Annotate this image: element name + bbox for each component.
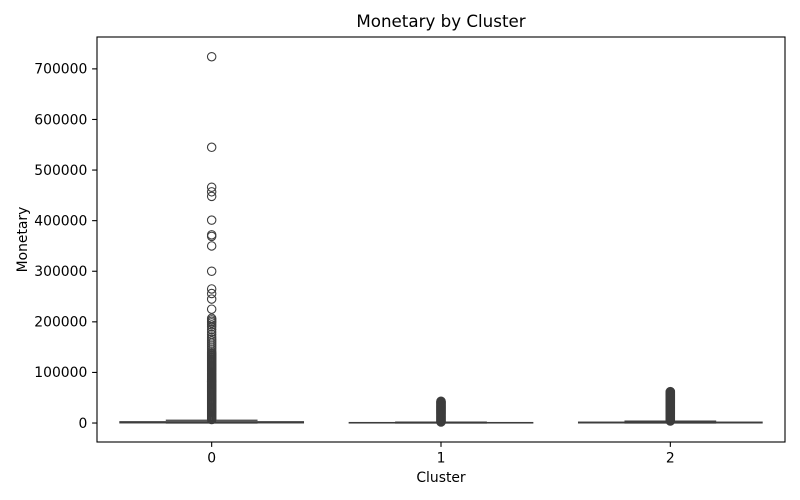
flier-point — [206, 284, 217, 294]
flier-point — [206, 288, 217, 299]
flier-point — [206, 313, 217, 324]
y-axis-label: Monetary — [15, 207, 31, 273]
y-axis: 0 100000 200000 300000 400000 500000 600000 700… — [34, 62, 97, 432]
chart-title: Monetary by Cluster — [356, 11, 525, 31]
flier-point — [206, 51, 217, 62]
y-tick-label: 0 — [78, 416, 87, 432]
x-axis-label: Cluster — [416, 470, 466, 486]
x-axis: 0 1 2 — [207, 442, 675, 467]
flier-point — [206, 266, 217, 276]
y-tick-label: 300000 — [34, 264, 87, 280]
y-tick-label: 500000 — [34, 163, 87, 179]
flier-point — [206, 230, 217, 240]
y-tick-label: 200000 — [34, 315, 87, 331]
y-tick-label: 600000 — [34, 112, 87, 128]
plot-marks — [119, 51, 763, 427]
flier-point — [206, 182, 217, 193]
y-tick-label: 700000 — [34, 62, 87, 78]
flier-point — [665, 386, 676, 397]
y-tick-label: 100000 — [34, 365, 87, 381]
flier-point — [206, 241, 217, 251]
flier-point — [206, 304, 217, 314]
flier-point — [206, 191, 217, 202]
box-group-0 — [119, 51, 305, 425]
x-tick-label: 2 — [666, 451, 675, 467]
flier-point — [206, 215, 217, 225]
box-group-1 — [348, 396, 534, 427]
x-tick-label: 0 — [207, 451, 216, 467]
flier-point — [206, 327, 217, 337]
flier-point — [206, 332, 217, 342]
flier-point — [436, 396, 446, 407]
flier-point — [206, 294, 217, 304]
flier-point — [206, 329, 217, 340]
x-tick-label: 1 — [437, 451, 446, 467]
flier-point — [206, 187, 217, 197]
box-group-2 — [577, 386, 763, 426]
flier-point — [206, 142, 217, 153]
y-tick-label: 400000 — [34, 213, 87, 229]
